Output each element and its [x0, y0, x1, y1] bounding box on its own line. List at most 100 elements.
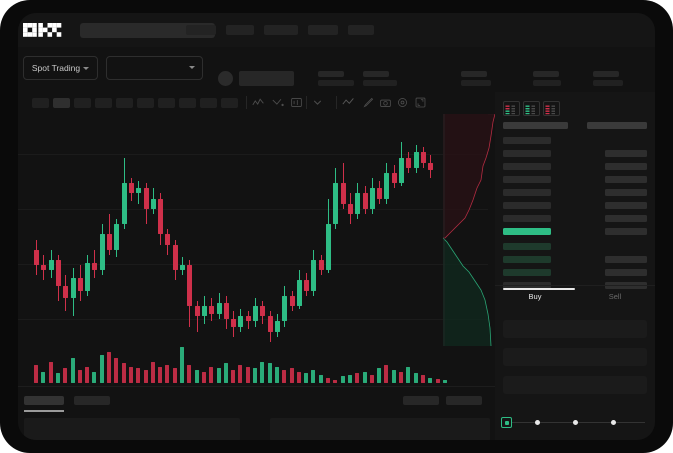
volume-histogram: [18, 333, 488, 383]
volume-bar: [48, 361, 53, 383]
orderbook-bid-amount-1[interactable]: [605, 256, 647, 263]
pencil-icon[interactable]: [362, 96, 375, 109]
orderbook-ask-amount-5[interactable]: [605, 202, 647, 209]
orderbook-ask-row-0[interactable]: [503, 137, 551, 144]
compare-icon[interactable]: [272, 96, 285, 109]
template-icon[interactable]: [290, 96, 303, 109]
volume-bar: [201, 371, 206, 383]
timeframe-chip-9[interactable]: [221, 98, 238, 108]
orderbook-ask-row-6[interactable]: [503, 215, 551, 222]
timeframe-chip-1[interactable]: [53, 98, 70, 108]
nav-item-2[interactable]: [264, 25, 298, 35]
pair-selector[interactable]: [106, 56, 203, 80]
timeframe-chip-2[interactable]: [74, 98, 91, 108]
both-icon[interactable]: [503, 101, 520, 116]
timeframe-chip-6[interactable]: [158, 98, 175, 108]
candlestick-chart[interactable]: [18, 114, 488, 386]
volume-bar: [150, 361, 155, 383]
candle: [318, 114, 324, 347]
order-side-tabs: Buy Sell: [495, 288, 655, 310]
volume-bar: [194, 369, 199, 383]
candle: [70, 114, 76, 347]
bottom-action-0[interactable]: [403, 396, 439, 405]
bottom-panel: [18, 386, 495, 440]
candle: [369, 114, 375, 347]
nav-item-0[interactable]: [186, 25, 216, 35]
nav-item-1[interactable]: [226, 25, 254, 35]
slider-step-25[interactable]: [535, 419, 540, 425]
orderbook-ask-amount-3[interactable]: [605, 176, 647, 183]
candle: [245, 114, 251, 347]
orderbook-bid-row-0[interactable]: [503, 243, 551, 250]
timeframe-chip-4[interactable]: [116, 98, 133, 108]
volume-bar: [267, 363, 272, 383]
camera-icon[interactable]: [379, 96, 392, 109]
bottom-action-1[interactable]: [446, 396, 482, 405]
candle: [340, 114, 346, 347]
candle: [326, 114, 331, 347]
orderbook-ask-row-3[interactable]: [503, 176, 551, 183]
orderbook-ask-row-4[interactable]: [503, 189, 551, 196]
candle: [289, 114, 295, 347]
candle: [428, 114, 434, 347]
bids-only-icon[interactable]: [523, 101, 540, 116]
order-field-0[interactable]: [503, 320, 647, 338]
bottom-content-1: [270, 418, 490, 440]
orderbook-ask-row-5[interactable]: [503, 202, 551, 209]
candle: [216, 114, 222, 347]
candle: [136, 114, 142, 347]
bottom-tab-1[interactable]: [74, 396, 110, 405]
timeframe-chip-0[interactable]: [32, 98, 49, 108]
timeframe-chip-7[interactable]: [179, 98, 196, 108]
volume-bar: [384, 365, 389, 383]
timeframe-chip-8[interactable]: [200, 98, 217, 108]
candle: [274, 114, 280, 347]
asks-only-icon[interactable]: [543, 101, 560, 116]
slider-step-75[interactable]: [611, 419, 616, 425]
orderbook-spread-row[interactable]: [503, 228, 551, 235]
volume-bar: [399, 371, 403, 383]
volume-bar: [41, 371, 46, 383]
timeframe-chip-3[interactable]: [95, 98, 112, 108]
orderbook-ask-row-2[interactable]: [503, 163, 551, 170]
pair-avatar: [218, 71, 233, 86]
volume-bar: [347, 374, 352, 383]
timeframe-chip-5[interactable]: [137, 98, 154, 108]
volume-bar: [85, 366, 90, 383]
volume-bar: [318, 374, 323, 383]
order-field-2[interactable]: [503, 376, 647, 394]
orderbook-ask-amount-2[interactable]: [605, 163, 647, 170]
mode-selector-button[interactable]: Spot Trading: [23, 56, 98, 80]
orderbook-ask-amount-4[interactable]: [605, 189, 647, 196]
fullscreen-icon[interactable]: [414, 96, 427, 109]
search-input[interactable]: [80, 23, 215, 38]
chart-type-icon[interactable]: [311, 96, 324, 109]
amount-slider-handle[interactable]: [501, 417, 512, 428]
slider-step-50[interactable]: [573, 419, 578, 425]
volume-bar: [420, 374, 425, 383]
settings-icon[interactable]: [396, 96, 409, 109]
indicator-icon[interactable]: [252, 96, 265, 109]
nav-item-3[interactable]: [308, 25, 338, 35]
candle: [63, 114, 69, 347]
volume-bar: [55, 373, 60, 383]
candle: [172, 114, 178, 347]
okx-logo[interactable]: [23, 22, 67, 38]
orderbook-ask-row-1[interactable]: [503, 150, 551, 157]
volume-bar: [63, 368, 68, 383]
trendline-icon[interactable]: [342, 96, 355, 109]
tab-sell[interactable]: Sell: [608, 292, 622, 301]
tab-buy[interactable]: Buy: [528, 292, 542, 301]
nav-item-4[interactable]: [348, 25, 374, 35]
orderbook-ask-amount-1[interactable]: [605, 150, 647, 157]
orderbook-spread-amount[interactable]: [605, 228, 647, 235]
volume-bar: [413, 373, 418, 383]
orderbook-bid-amount-2[interactable]: [605, 269, 647, 276]
order-field-1[interactable]: [503, 348, 647, 366]
orderbook-ask-amount-6[interactable]: [605, 215, 647, 222]
bottom-tab-0[interactable]: [24, 396, 64, 405]
orderbook-bid-row-2[interactable]: [503, 269, 551, 276]
volume-bar: [187, 365, 192, 383]
volume-bar: [435, 378, 440, 383]
orderbook-bid-row-1[interactable]: [503, 256, 551, 263]
